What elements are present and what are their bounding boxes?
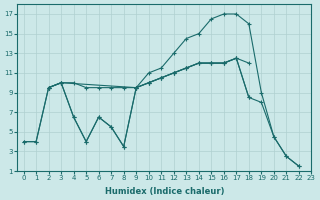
X-axis label: Humidex (Indice chaleur): Humidex (Indice chaleur) [105,187,224,196]
